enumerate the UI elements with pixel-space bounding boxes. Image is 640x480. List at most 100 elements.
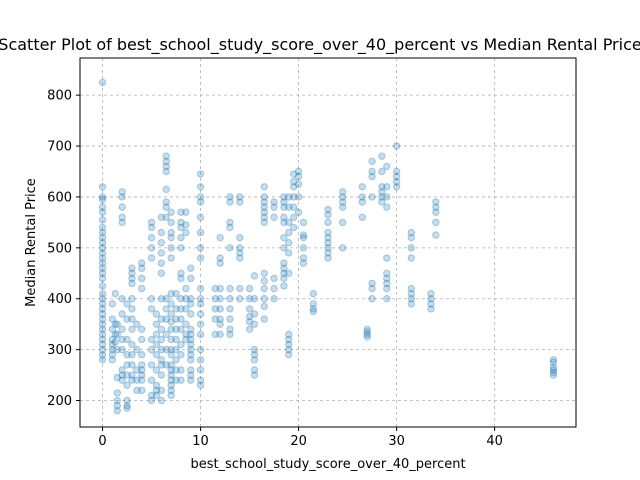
data-point (280, 233, 288, 242)
data-point (299, 254, 308, 262)
data-point (123, 404, 131, 412)
data-point (250, 351, 259, 359)
data-point (187, 340, 195, 349)
data-point (98, 183, 107, 191)
data-point (128, 361, 136, 369)
data-point (260, 284, 268, 293)
data-point (378, 198, 386, 206)
data-point (299, 231, 308, 239)
data-point (147, 218, 156, 227)
data-point (294, 208, 303, 216)
data-point (432, 208, 440, 216)
data-point (432, 231, 440, 239)
data-point (113, 373, 121, 382)
data-point (280, 198, 288, 206)
data-point (245, 312, 254, 321)
data-point (118, 188, 126, 196)
data-point (133, 366, 141, 374)
data-point (216, 254, 224, 262)
data-point (177, 305, 185, 313)
data-point (378, 193, 386, 201)
data-point (378, 188, 386, 196)
data-point (339, 203, 347, 211)
data-point (147, 396, 156, 405)
data-point (167, 289, 175, 298)
data-point (245, 317, 254, 326)
data-point (147, 305, 156, 313)
data-point (549, 358, 558, 367)
data-point (407, 295, 416, 303)
data-point (250, 272, 259, 280)
data-point (211, 295, 219, 303)
data-point (118, 371, 126, 379)
data-point (177, 315, 185, 323)
data-point (383, 254, 391, 262)
data-point (128, 371, 136, 379)
data-point (98, 78, 107, 87)
data-point (98, 351, 107, 359)
data-point (285, 218, 293, 227)
data-point (299, 218, 308, 227)
data-point (118, 213, 126, 222)
data-point (147, 391, 156, 400)
data-point (128, 351, 136, 359)
data-point (182, 208, 190, 216)
data-point (147, 345, 156, 354)
data-point (285, 351, 293, 359)
data-point (187, 274, 195, 283)
data-point (172, 356, 180, 364)
data-point (118, 310, 126, 318)
data-point (138, 274, 146, 283)
data-point (383, 284, 391, 293)
data-point (108, 325, 117, 333)
data-point (152, 330, 161, 339)
data-point (216, 259, 224, 267)
data-point (196, 381, 205, 389)
data-point (187, 335, 195, 344)
data-point (260, 277, 268, 285)
data-point (187, 376, 195, 384)
data-point (378, 152, 386, 160)
data-point (250, 345, 259, 354)
data-point (309, 289, 317, 298)
data-point (108, 351, 117, 359)
data-point (98, 340, 107, 349)
data-point (182, 221, 190, 229)
data-point (216, 320, 224, 328)
data-point (324, 228, 332, 237)
y-tick-label: 300 (47, 343, 72, 358)
data-point (363, 333, 371, 341)
data-point (339, 188, 347, 196)
data-point (226, 330, 234, 339)
data-point (147, 233, 156, 242)
data-point (172, 376, 180, 384)
data-point (407, 254, 416, 262)
data-point (167, 366, 175, 374)
data-point (289, 183, 298, 191)
data-point (118, 295, 126, 303)
data-point (187, 310, 195, 318)
data-point (196, 310, 205, 318)
data-point (128, 305, 136, 313)
data-point (157, 345, 166, 354)
data-point (187, 366, 195, 374)
data-point (177, 325, 185, 333)
data-point (157, 295, 166, 303)
data-point (324, 254, 332, 262)
data-point (289, 203, 298, 211)
data-point (98, 320, 107, 328)
data-point (260, 203, 268, 211)
data-point (270, 274, 278, 283)
data-point (270, 213, 278, 222)
data-point (285, 249, 293, 257)
data-point (167, 218, 175, 227)
data-point (108, 300, 117, 308)
data-point (157, 269, 166, 277)
data-point (157, 239, 166, 247)
data-point (157, 213, 166, 222)
data-point (309, 305, 317, 313)
data-point (98, 193, 107, 201)
data-point (167, 208, 175, 216)
data-point (285, 340, 293, 349)
